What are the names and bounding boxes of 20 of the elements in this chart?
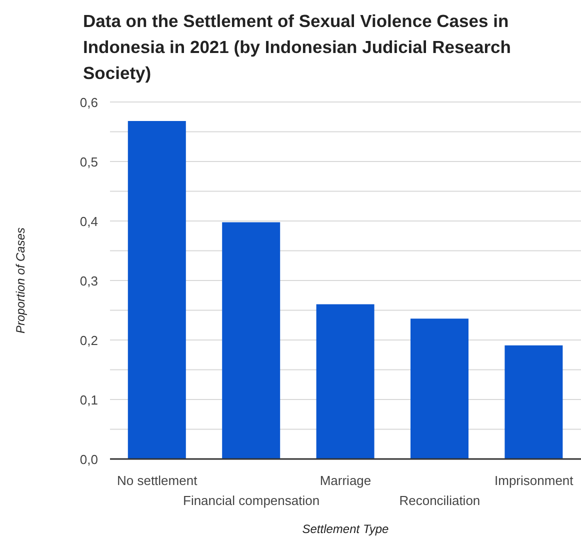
y-tick-label: 0,4	[80, 214, 98, 229]
y-tick-label: 0,3	[80, 274, 98, 288]
y-tick-label: 0,5	[80, 154, 98, 170]
bar	[504, 345, 563, 459]
x-tick-label: Reconciliation	[399, 493, 480, 508]
bar	[128, 121, 186, 459]
x-tick-label: Financial compensation	[183, 493, 320, 508]
y-axis-title: Proportion of Cases	[13, 227, 28, 334]
y-tick-label: 0,2	[80, 333, 98, 348]
y-tick-label: 0,6	[80, 95, 98, 110]
bar	[222, 222, 280, 459]
x-tick-label: No settlement	[117, 473, 198, 488]
bar	[316, 304, 374, 459]
y-tick-label: 0,1	[80, 392, 98, 408]
x-axis-title: Settlement Type	[302, 522, 390, 536]
chart-title: Data on the Settlement of Sexual Violence Cases in Indonesia in 2021 (by Indonesian Judicial Research Society)	[83, 10, 512, 85]
y-tick-label: 0,0	[80, 452, 98, 467]
bar	[410, 318, 468, 459]
x-tick-label: Imprisonment	[494, 473, 574, 488]
x-tick-label: Marriage	[320, 473, 372, 488]
